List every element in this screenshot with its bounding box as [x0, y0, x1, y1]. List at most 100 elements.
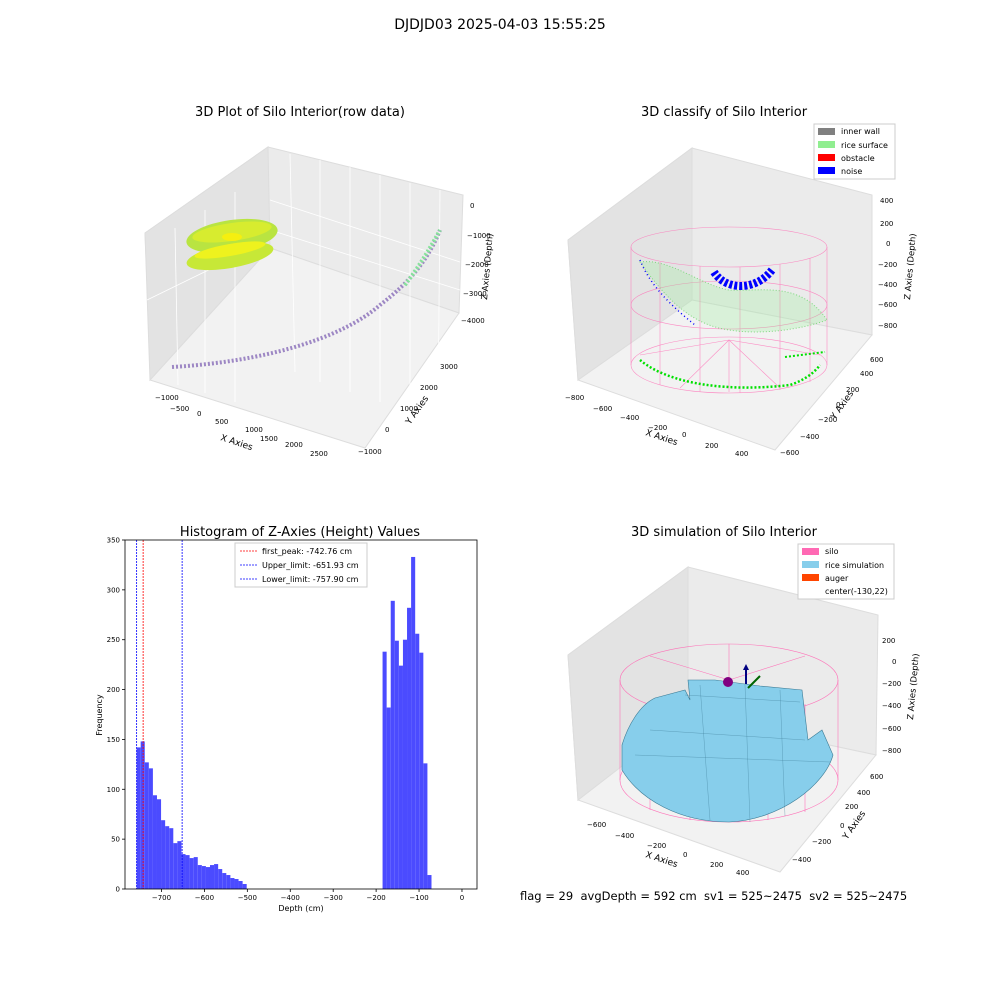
hist-bar-18 [209, 865, 215, 889]
hist-bar-4 [152, 795, 157, 889]
svg-text:400: 400 [857, 789, 870, 797]
svg-text:1500: 1500 [260, 435, 278, 443]
hist-bar-12 [185, 855, 190, 889]
hist-bar-33 [407, 607, 412, 889]
svg-text:200: 200 [710, 861, 723, 869]
svg-text:−1000: −1000 [358, 448, 382, 456]
hist-bar-22 [226, 875, 231, 889]
hist-xtick-label-3: −400 [281, 894, 300, 902]
status-footer: flag = 29 avgDepth = 592 cm sv1 = 525~24… [520, 889, 908, 903]
hist-bar-25 [238, 881, 243, 889]
svg-text:−4000: −4000 [461, 317, 485, 325]
hist-xtick-label-5: −200 [367, 894, 386, 902]
hist-bar-30 [394, 640, 399, 889]
hist-bar-13 [189, 858, 194, 889]
hist-bar-14 [193, 857, 198, 889]
hist-title: Histogram of Z-Axies (Height) Values [180, 525, 420, 540]
svg-text:2000: 2000 [420, 384, 438, 392]
svg-text:rice simulation: rice simulation [825, 561, 884, 570]
panel-classify-3d: 3D classify of Silo Interior inner wall … [565, 105, 919, 458]
hist-bar-28 [386, 707, 391, 889]
hist-xtick-label-7: 0 [460, 894, 464, 902]
hist-bar-34 [411, 556, 416, 889]
hist-ylabel: Frequency [95, 694, 104, 736]
svg-text:400: 400 [736, 869, 749, 877]
panel2-legend: inner wall rice surface obstacle noise [813, 123, 896, 180]
svg-text:−600: −600 [593, 405, 612, 413]
panel2-wall-bottom [639, 359, 822, 389]
hist-xtick-label-1: −600 [195, 894, 214, 902]
hist-bar-0 [136, 747, 141, 889]
panel4-y-ticks: −400 −200 0 200 400 600 [792, 773, 883, 864]
hist-bar-20 [218, 869, 223, 889]
hist-ytick-label-0: 0 [116, 886, 120, 894]
svg-text:0: 0 [197, 410, 201, 418]
panel1-zlabel: Z Axies (Depth) [480, 233, 496, 300]
hist-ytick-label-3: 150 [107, 736, 120, 744]
panel4-legend: silo rice simulation auger center(-130,2… [797, 543, 895, 600]
hist-bar-37 [423, 763, 428, 889]
svg-text:200: 200 [846, 386, 859, 394]
hist-ytick-label-4: 200 [107, 686, 120, 694]
svg-text:−3000: −3000 [463, 290, 487, 298]
svg-text:obstacle: obstacle [841, 154, 875, 163]
svg-text:−500: −500 [170, 405, 189, 413]
svg-text:400: 400 [880, 197, 893, 205]
svg-text:Lower_limit: -757.90 cm: Lower_limit: -757.90 cm [262, 575, 359, 584]
svg-text:−2000: −2000 [465, 261, 489, 269]
hist-bar-26 [242, 884, 247, 889]
svg-text:center(-130,22): center(-130,22) [825, 587, 888, 596]
hist-bar-36 [419, 652, 424, 889]
hist-xticks: −700 −600 −500 −400 −300 −200 −100 0 [152, 889, 464, 902]
svg-text:1000: 1000 [245, 426, 263, 434]
svg-text:200: 200 [705, 442, 718, 450]
svg-text:2500: 2500 [310, 450, 328, 458]
hist-bar-19 [214, 864, 219, 889]
svg-text:silo: silo [825, 547, 839, 556]
panel-simulation-3d: 3D simulation of Silo Interior silo rice… [567, 525, 922, 877]
hist-xtick-label-0: −700 [152, 894, 171, 902]
panel1-xlabel: X Axies [219, 433, 254, 453]
panel4-z-ticks: 200 0 −200 −400 −600 −800 [882, 637, 901, 755]
svg-text:400: 400 [735, 450, 748, 458]
svg-text:−800: −800 [565, 394, 584, 402]
svg-text:600: 600 [870, 773, 883, 781]
svg-text:−600: −600 [587, 821, 606, 829]
panel4-rice-surface [621, 679, 834, 823]
hist-xtick-label-2: −500 [238, 894, 257, 902]
panel2-zlabel: Z Axies (Depth) [903, 233, 919, 300]
svg-text:3000: 3000 [440, 363, 458, 371]
svg-text:−200: −200 [647, 842, 666, 850]
hist-bars [136, 556, 432, 889]
panel4-title: 3D simulation of Silo Interior [631, 525, 818, 540]
panel2-x-ticks: −800 −600 −400 −200 0 200 400 [565, 394, 748, 458]
hist-ytick-label-1: 50 [111, 836, 120, 844]
svg-text:−200: −200 [812, 838, 831, 846]
panel2-title: 3D classify of Silo Interior [641, 105, 808, 120]
panel-histogram: Histogram of Z-Axies (Height) Values −70… [95, 525, 478, 913]
svg-text:0: 0 [840, 822, 844, 830]
hist-ytick-label-2: 100 [107, 786, 120, 794]
svg-text:0: 0 [682, 431, 686, 439]
hist-bar-24 [234, 879, 239, 889]
hist-yticks: 0 50 100 150 200 250 300 350 [107, 537, 125, 894]
svg-text:−200: −200 [818, 416, 837, 424]
hist-bar-5 [156, 799, 162, 889]
hist-bar-29 [390, 600, 395, 889]
figure-title: DJDJD03 2025-04-03 15:55:25 [394, 17, 606, 33]
panel1-z-ticks: 0 −1000 −2000 −3000 −4000 [461, 202, 491, 325]
svg-text:1000: 1000 [400, 405, 418, 413]
hist-frame [124, 539, 478, 890]
panel4-xlabel: X Axies [644, 850, 679, 870]
hist-bar-27 [382, 651, 387, 889]
svg-text:−600: −600 [780, 449, 799, 457]
svg-text:0: 0 [892, 658, 896, 666]
hist-bar-6 [161, 820, 166, 889]
hist-bar-35 [415, 633, 420, 889]
svg-text:−1000: −1000 [155, 394, 179, 402]
svg-text:2000: 2000 [285, 441, 303, 449]
svg-text:−200: −200 [878, 261, 897, 269]
svg-text:−600: −600 [878, 301, 897, 309]
svg-text:−400: −400 [792, 856, 811, 864]
hist-bar-31 [398, 665, 403, 889]
